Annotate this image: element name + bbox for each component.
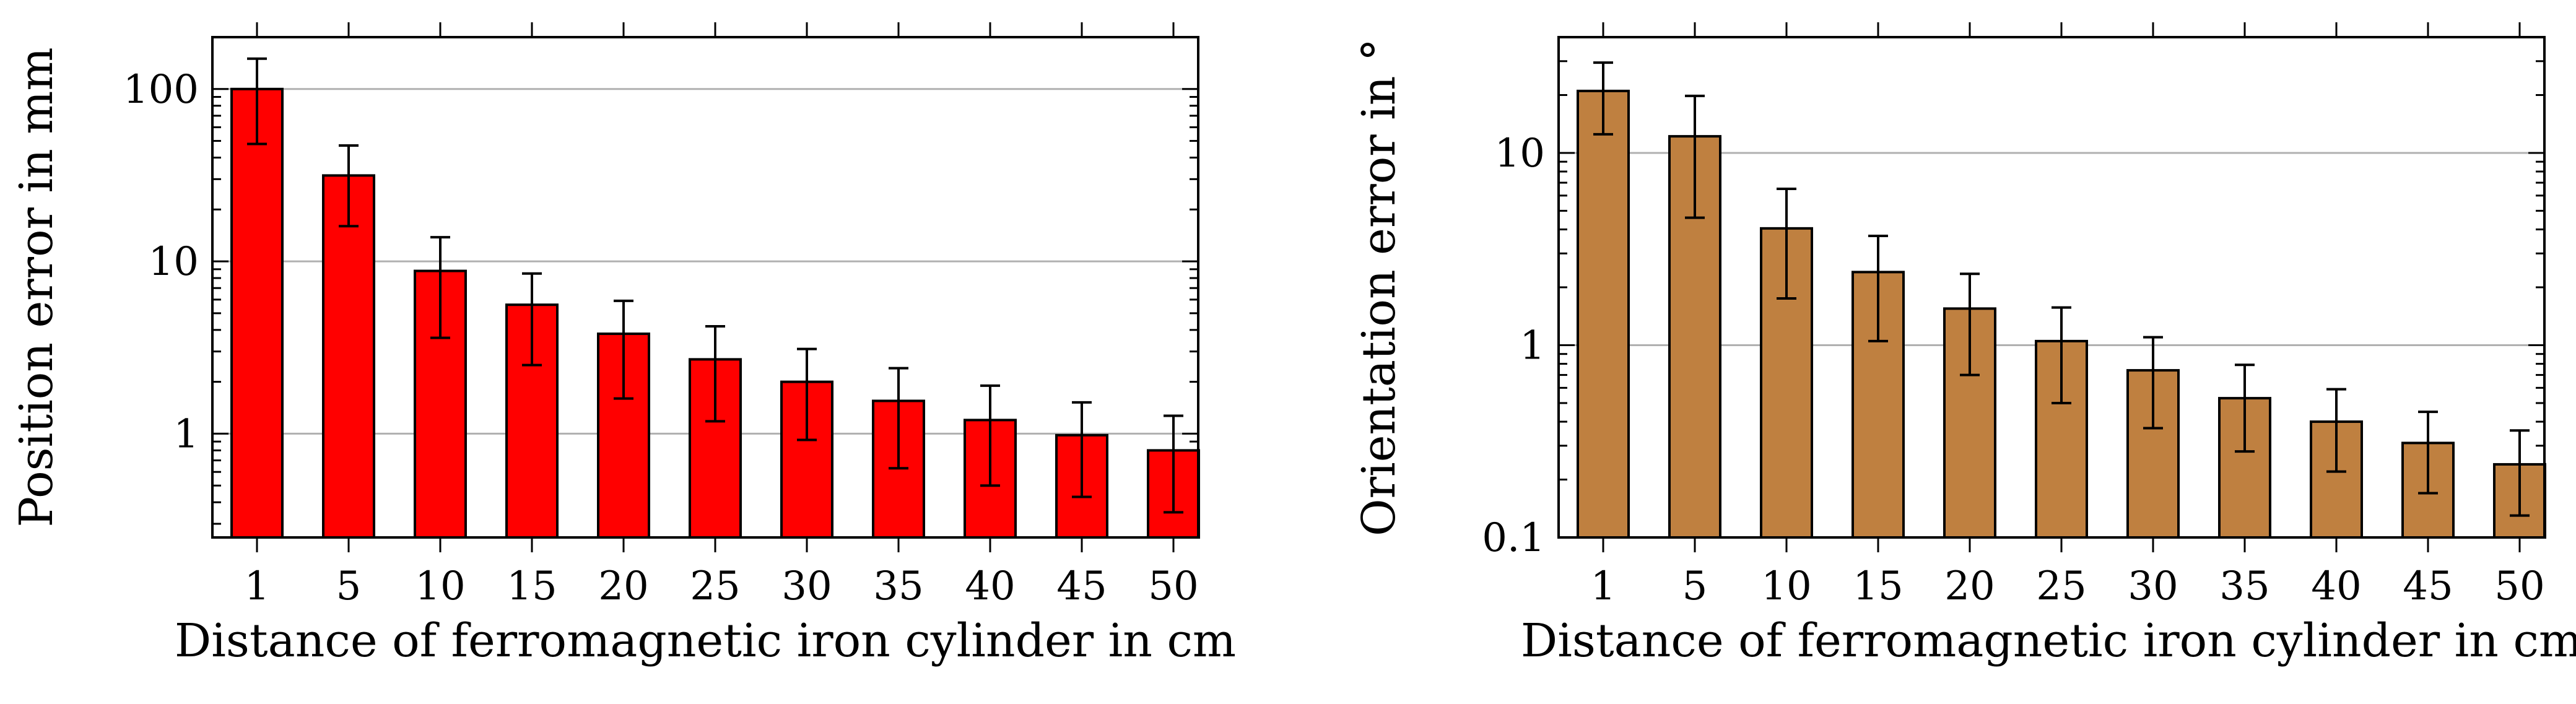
y-tick-label: 1 [173,411,199,457]
y-axis-title: Position error in mm [10,47,63,527]
x-tick-label: 35 [873,563,923,609]
y-tick-label: 1 [1520,323,1545,368]
x-tick-label: 20 [598,563,648,609]
x-tick-label: 25 [690,563,740,609]
bar-1 [1577,89,1630,539]
plot-frame [211,36,1199,539]
x-tick-label: 15 [1853,563,1903,609]
x-tick-label: 10 [1761,563,1811,609]
y-tick-label: 10 [1495,131,1545,176]
x-tick-label: 30 [781,563,832,609]
x-tick-label: 15 [507,563,557,609]
x-tick-label: 40 [965,563,1015,609]
y-tick-label: 100 [123,67,199,113]
y-axis-title: Orientation error in ° [1352,38,1406,536]
x-tick-label: 45 [2403,563,2453,609]
x-tick-label: 1 [245,563,270,609]
x-tick-label: 10 [415,563,465,609]
x-tick-label: 40 [2311,563,2361,609]
x-tick-label: 50 [1148,563,1198,609]
x-axis-title: Distance of ferromagnetic iron cylinder … [1521,614,2576,667]
x-tick-label: 25 [2036,563,2086,609]
plot-frame [1557,36,2546,539]
y-tick-label: 10 [149,239,199,285]
x-tick-label: 45 [1056,563,1107,609]
x-tick-label: 50 [2494,563,2544,609]
x-tick-label: 5 [336,563,362,609]
y-tick-label: 0.1 [1482,515,1545,561]
bar-5 [322,174,375,539]
x-tick-label: 5 [1682,563,1708,609]
x-axis-title: Distance of ferromagnetic iron cylinder … [175,614,1236,667]
x-tick-label: 20 [1944,563,1995,609]
bar-1 [230,87,284,539]
x-tick-label: 35 [2219,563,2269,609]
x-tick-label: 30 [2128,563,2178,609]
x-tick-label: 1 [1591,563,1616,609]
